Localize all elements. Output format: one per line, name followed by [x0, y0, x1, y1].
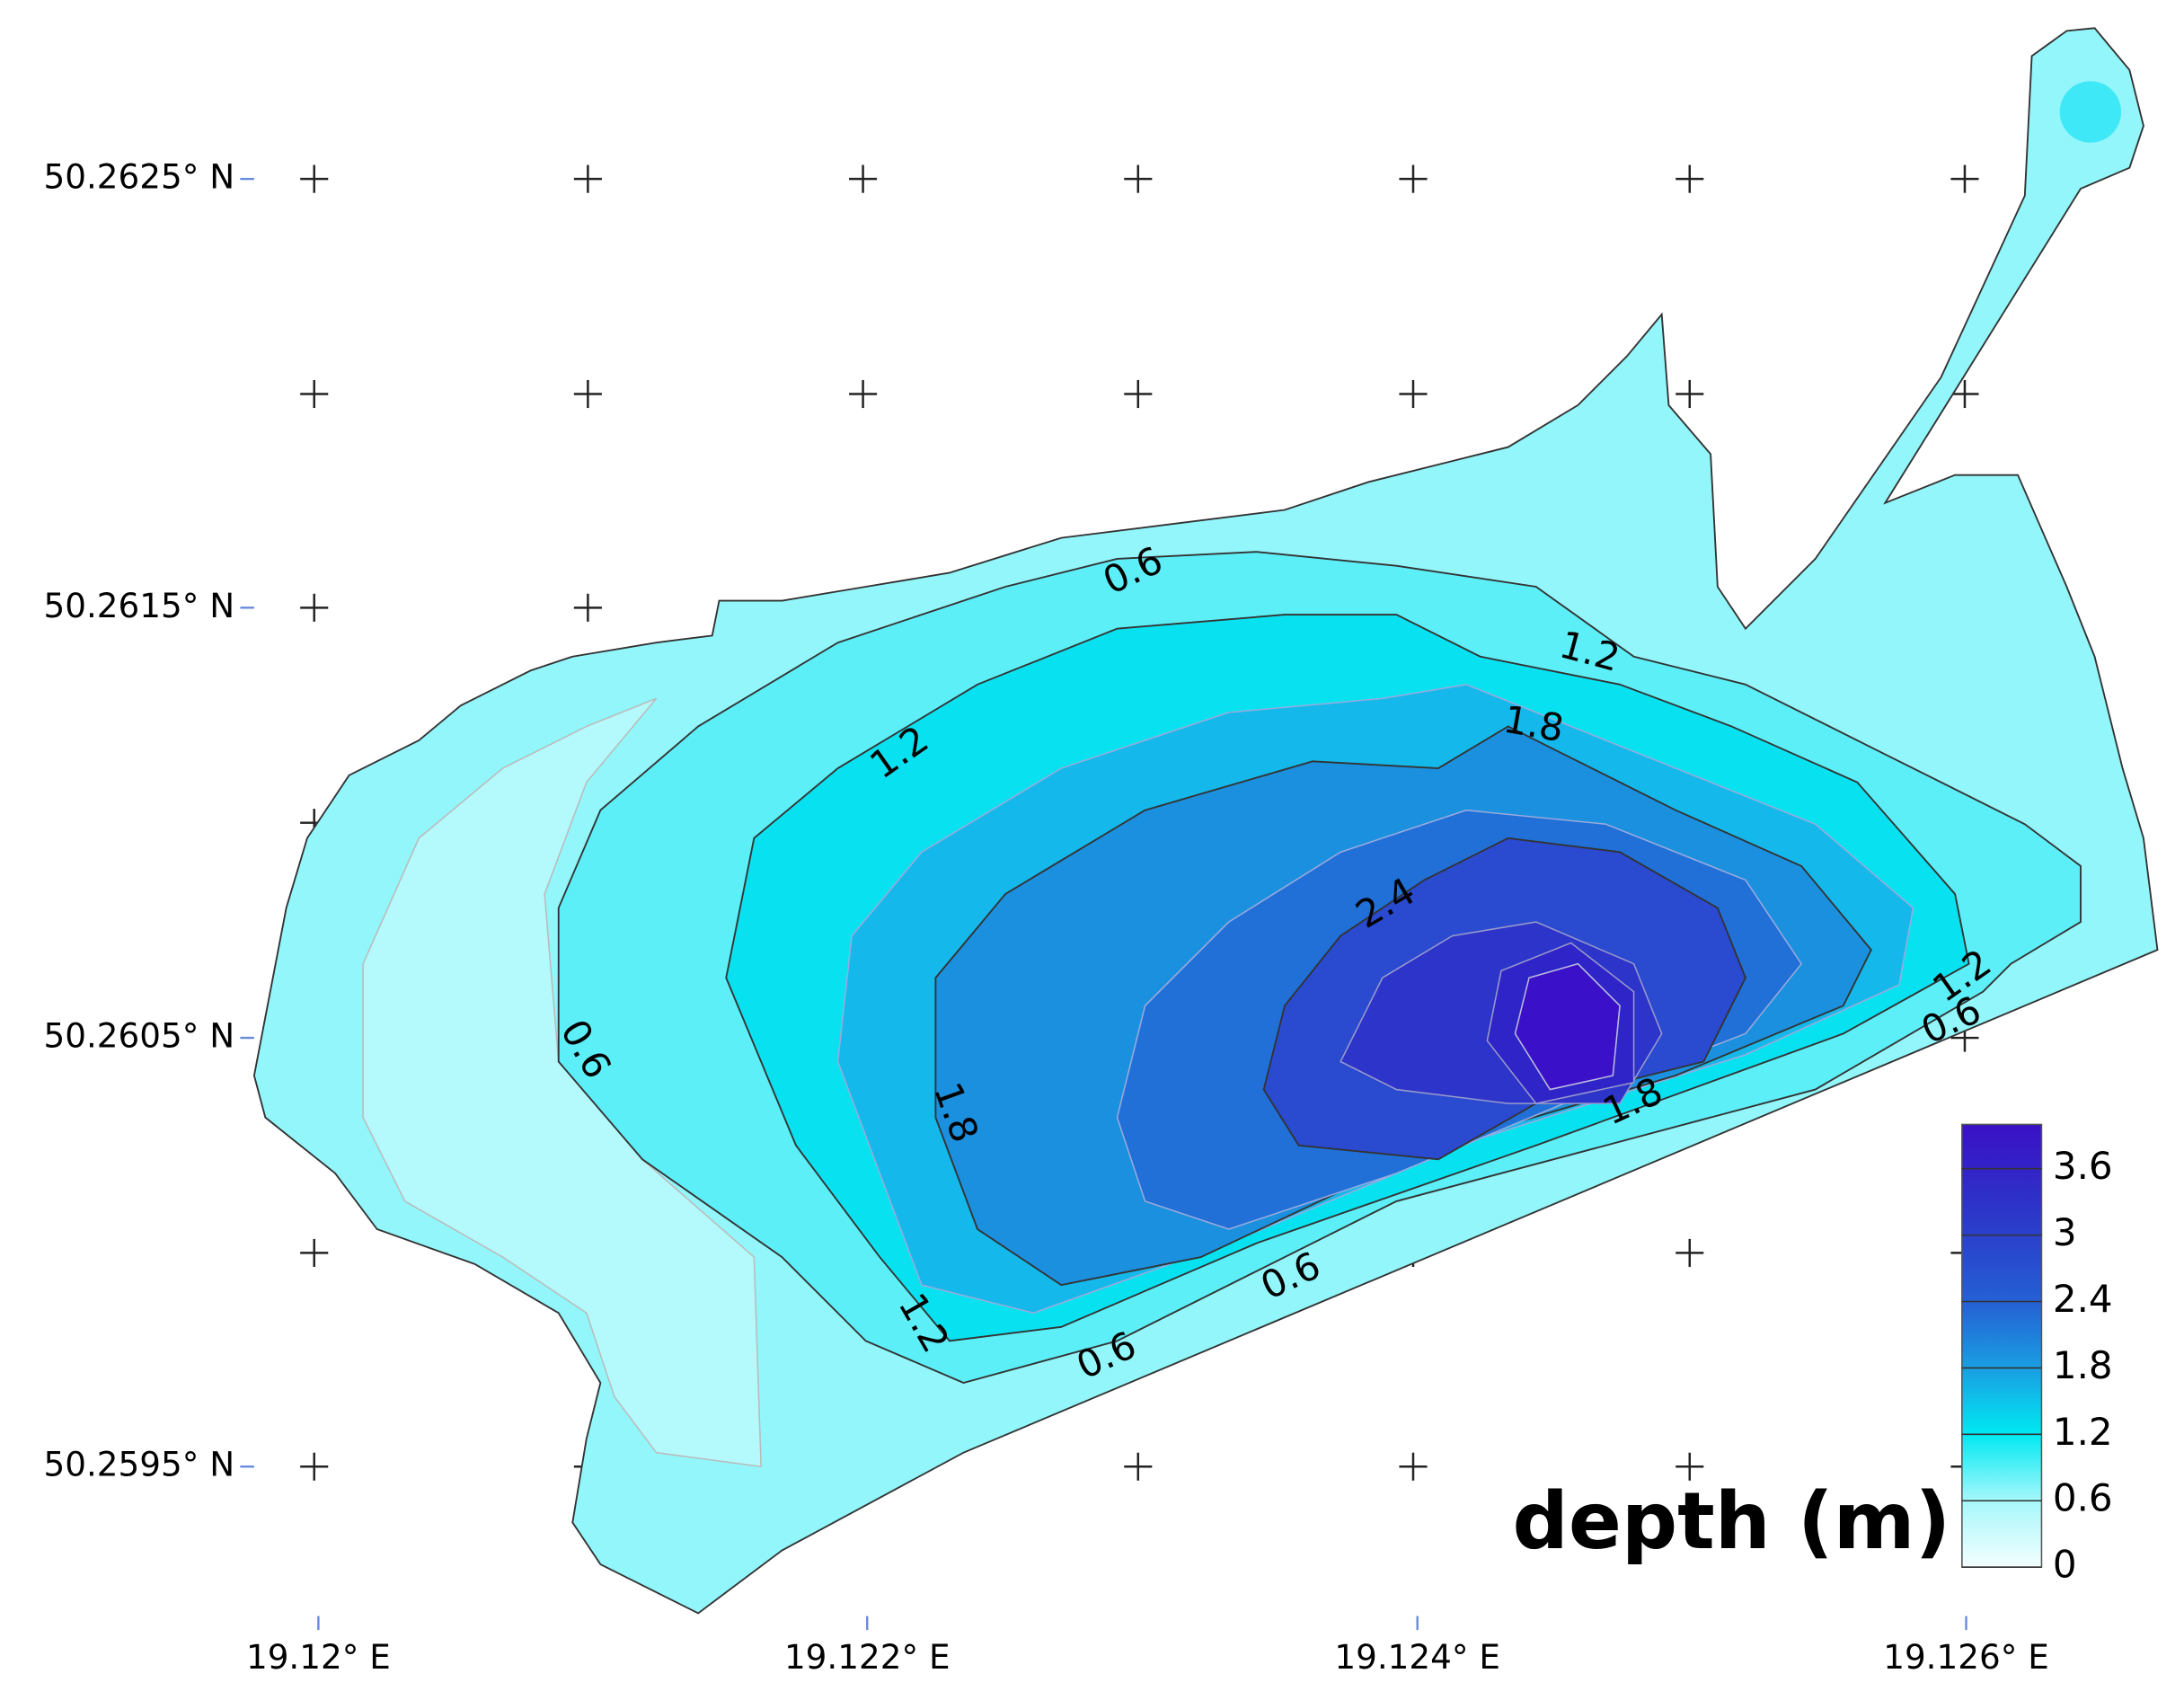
y-tick-label: 50.2615° N: [43, 586, 234, 625]
colorbar-tick-label: 2.4: [2053, 1277, 2113, 1321]
x-tick-label: 19.122° E: [784, 1637, 951, 1677]
colorbar-tick-label: 1.8: [2053, 1343, 2113, 1387]
colorbar-tick-label: 3.6: [2053, 1144, 2113, 1188]
axes: 19.12° E 19.122° E 19.124° E 19.126° E 50.26…: [43, 157, 2048, 1678]
y-tick-label: 50.2625° N: [43, 157, 234, 197]
lake: [252, 27, 2159, 1615]
colorbar-title: depth (m): [1513, 1475, 1951, 1567]
depth-3.6: [1514, 962, 1621, 1091]
x-tick-label: 19.126° E: [1883, 1637, 2049, 1677]
colorbar-tick-label: 3: [2053, 1210, 2077, 1254]
x-tick-label: 19.12° E: [246, 1637, 391, 1677]
shallow-zone: [362, 697, 762, 1468]
colorbar-tick-label: 0.6: [2053, 1476, 2113, 1520]
colorbar-tick-label: 1.2: [2053, 1410, 2113, 1454]
colorbar: depth (m) 0 0.6 1.2 1.8 2.4 3 3.6: [1513, 1123, 2113, 1587]
colorbar-tick-label: 0: [2053, 1543, 2077, 1587]
x-tick-label: 19.124° E: [1334, 1637, 1500, 1677]
y-tick-label: 50.2595° N: [43, 1445, 234, 1484]
y-tick-label: 50.2605° N: [43, 1016, 234, 1056]
pit: [2059, 81, 2122, 143]
contour-label: 1.8: [1500, 697, 1567, 751]
